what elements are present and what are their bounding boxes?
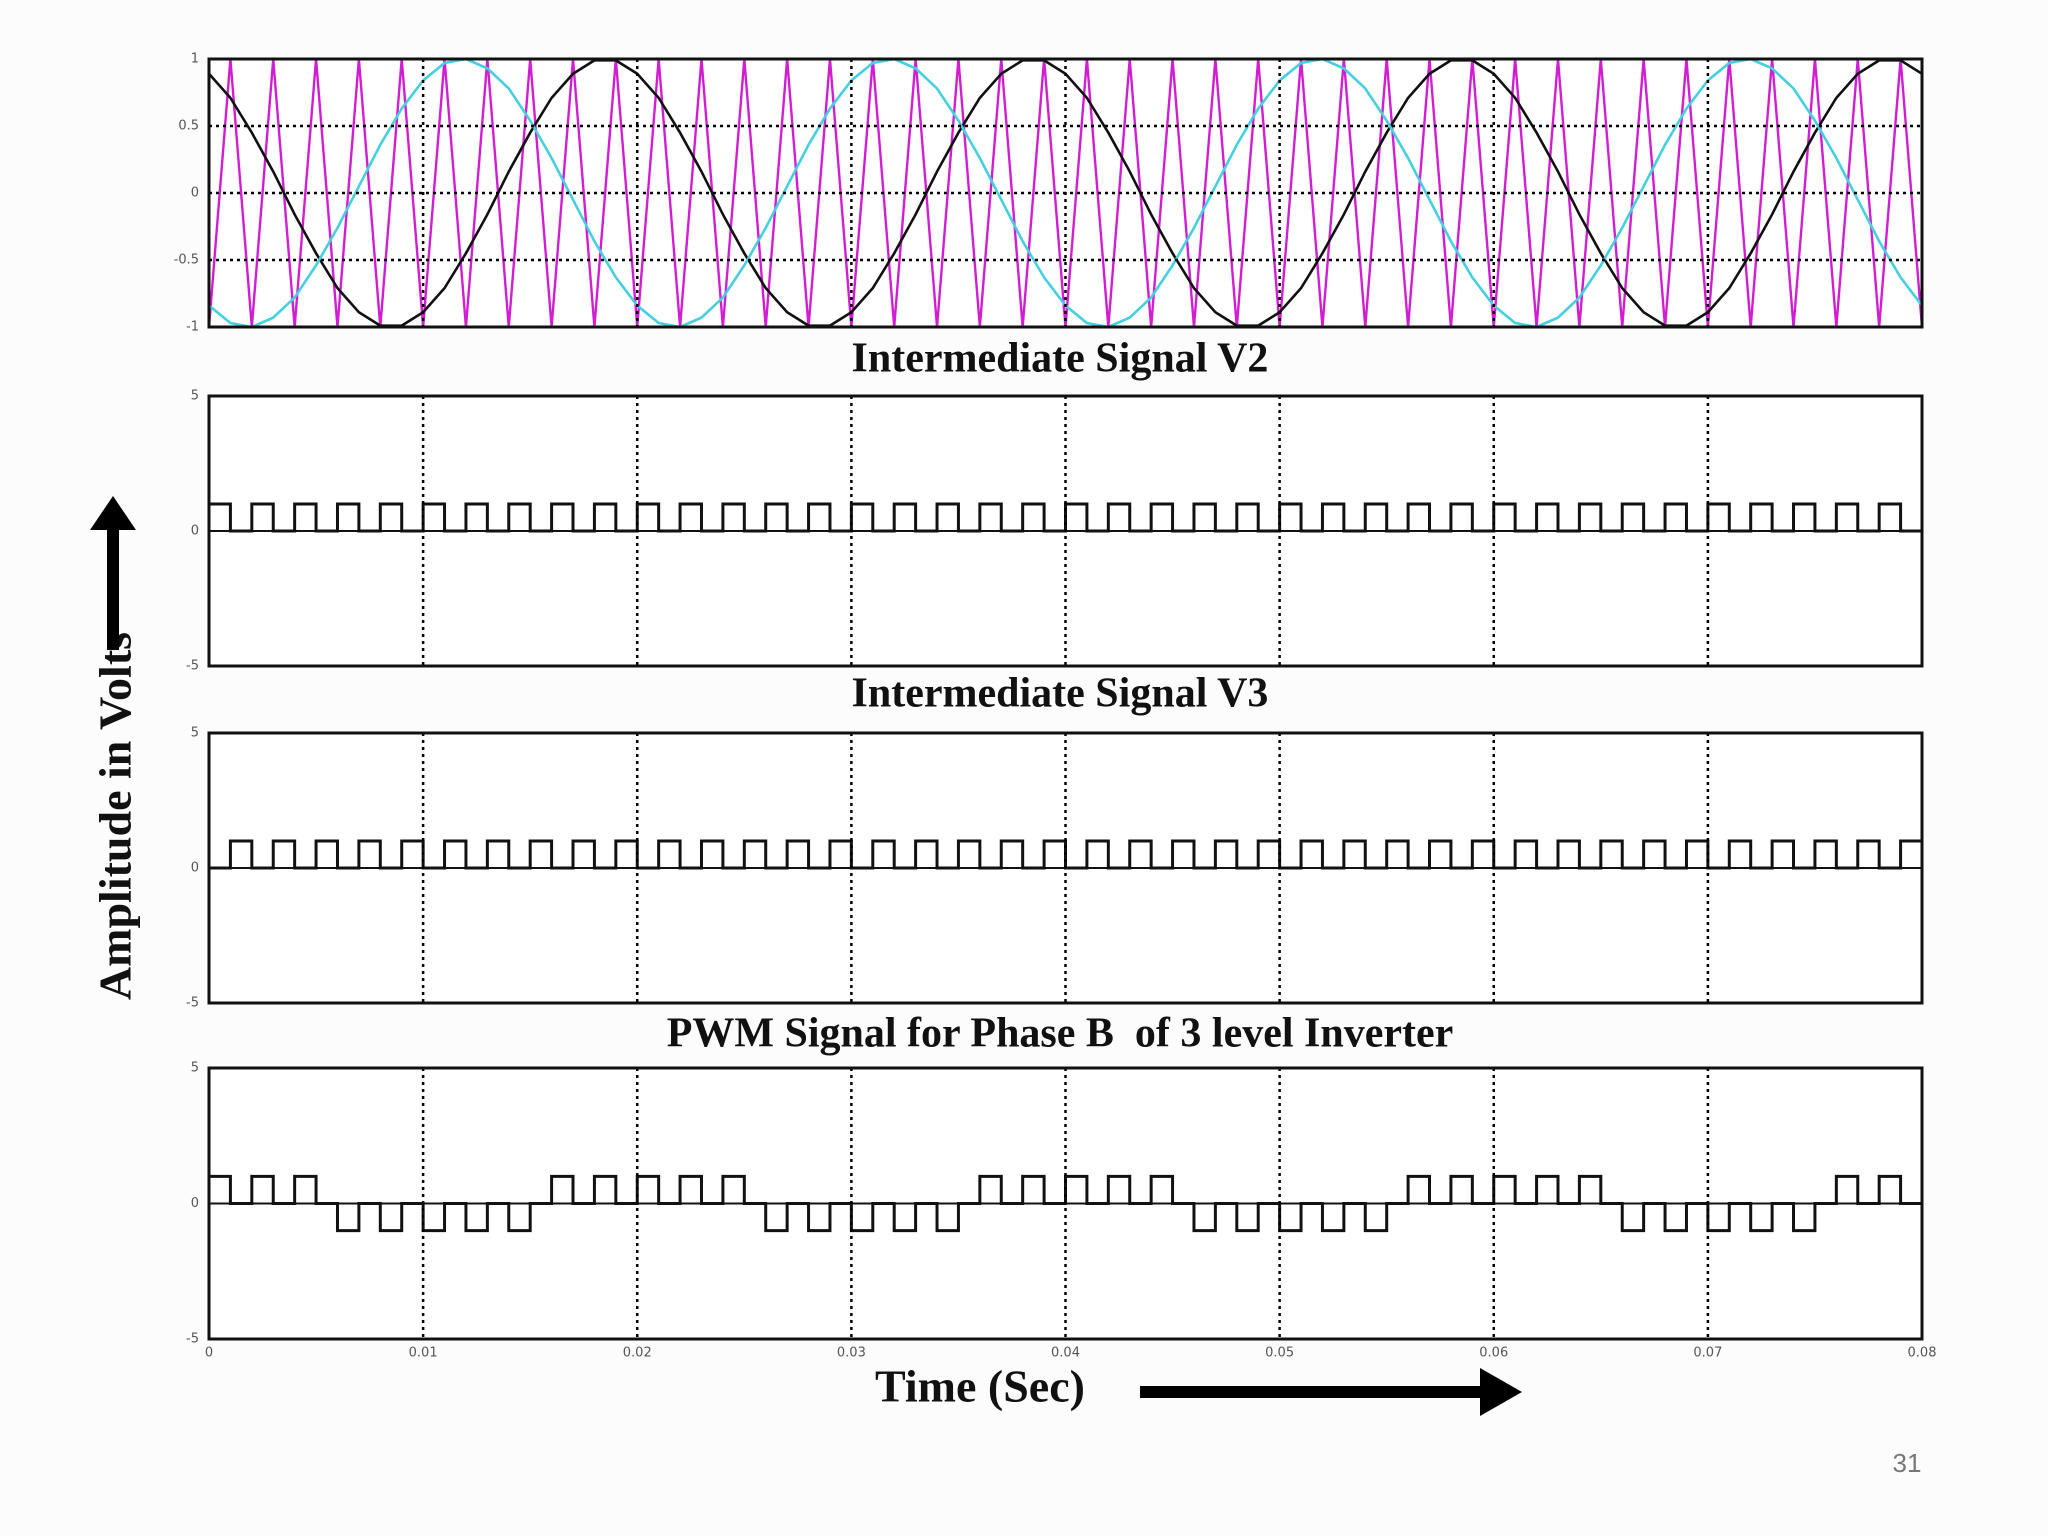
plot-frame xyxy=(207,1066,1924,1341)
plot-frame xyxy=(207,394,1924,668)
x-axis-label: Time (Sec) xyxy=(875,1361,1085,1412)
series-step xyxy=(209,1174,1924,1233)
y-tick-label: 5 xyxy=(191,389,199,404)
x-tick-label: 0.08 xyxy=(1908,1346,1937,1361)
y-tick-label: 0 xyxy=(191,524,199,539)
y-tick-label: -0.5 xyxy=(174,253,199,268)
y-tick-label: 1 xyxy=(191,52,199,67)
x-tick-label: 0.03 xyxy=(837,1346,866,1361)
panel-title: Intermediate Signal V3 xyxy=(852,671,1269,717)
y-tick-label: -5 xyxy=(186,996,199,1011)
plot-frame xyxy=(207,57,1924,329)
x-tick-label: 0.04 xyxy=(1051,1346,1080,1361)
x-tick-label: 0.07 xyxy=(1693,1346,1722,1361)
x-tick-label: 0.02 xyxy=(623,1346,652,1361)
y-tick-label: 0.5 xyxy=(178,119,199,134)
slide-number: 31 xyxy=(1893,1448,1922,1478)
x-arrow xyxy=(1140,1368,1522,1416)
x-tick-label: 0.05 xyxy=(1265,1346,1294,1361)
plot-frame xyxy=(207,731,1924,1005)
y-tick-label: 5 xyxy=(191,726,199,741)
y-tick-label: -5 xyxy=(186,659,199,674)
x-tick-label: 0.01 xyxy=(409,1346,438,1361)
x-tick-label: 0 xyxy=(205,1346,213,1361)
panel-title: Intermediate Signal V2 xyxy=(852,336,1269,382)
y-arrow xyxy=(90,496,136,650)
y-tick-label: -5 xyxy=(186,1332,199,1347)
y-axis-label: Amplitude in Volts xyxy=(90,632,141,1000)
y-tick-label: 0 xyxy=(191,186,199,201)
y-tick-label: 0 xyxy=(191,861,199,876)
panel-title: PWM Signal for Phase B of 3 level Invert… xyxy=(667,1011,1454,1057)
y-tick-label: 5 xyxy=(191,1061,199,1076)
y-tick-label: 0 xyxy=(191,1196,199,1211)
x-tick-label: 0.06 xyxy=(1479,1346,1508,1361)
y-tick-label: -1 xyxy=(186,320,199,335)
